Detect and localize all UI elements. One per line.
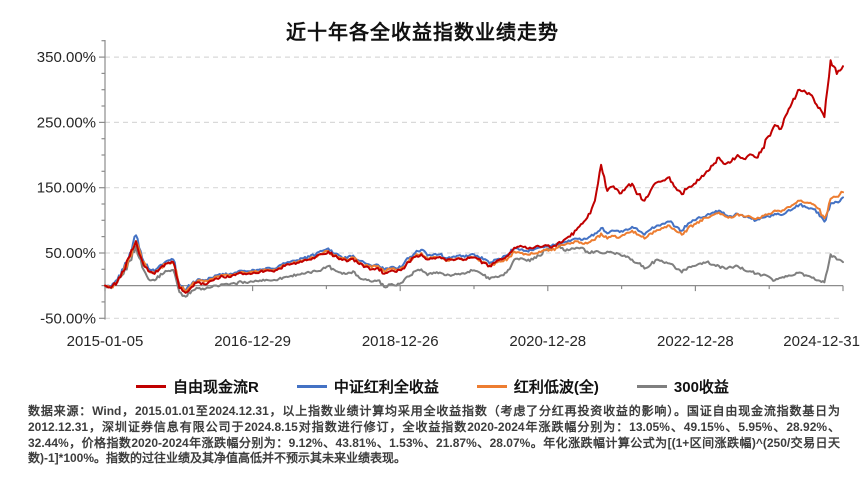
legend-label: 自由现金流R	[173, 379, 259, 396]
y-axis-tick-label: 50.00%	[45, 245, 96, 262]
x-axis-tick-label: 2015-01-05	[67, 333, 144, 350]
x-axis-tick-label: 2018-12-26	[362, 333, 439, 350]
x-axis-tick-label: 2022-12-28	[657, 333, 734, 350]
chart-legend: 自由现金流R 中证红利全收益 红利低波(全) 300收益	[0, 376, 865, 397]
legend-label: 中证红利全收益	[333, 379, 439, 396]
legend-item-free-cash-flow-r: 自由现金流R	[136, 376, 259, 397]
y-axis-tick-label: 150.00%	[37, 180, 96, 197]
series-line-dividend-low-volatility-total-return	[104, 190, 844, 293]
y-axis-tick-label: -50.00%	[40, 310, 96, 327]
x-axis-tick-label: 2016-12-29	[214, 333, 291, 350]
legend-label: 红利低波(全)	[513, 379, 599, 396]
y-axis-tick-label: 350.00%	[37, 49, 96, 66]
series-line-csi300-total-return	[104, 242, 844, 298]
x-axis-tick-label: 2024-12-31	[783, 333, 860, 350]
series-line-free-cash-flow-r	[104, 59, 844, 294]
legend-item-csi-dividend-total-return: 中证红利全收益	[296, 376, 439, 397]
y-axis-tick-label: 250.00%	[37, 114, 96, 131]
legend-line-swatch	[296, 385, 327, 388]
legend-item-dividend-low-volatility-total-return: 红利低波(全)	[476, 376, 599, 397]
chart-title: 近十年各全收益指数业绩走势	[286, 22, 559, 44]
legend-label: 300收益	[673, 379, 729, 396]
chart-footnote: 数据来源：Wind，2015.01.01至2024.12.31，以上指数业绩计算…	[28, 404, 840, 466]
legend-item-csi300-total-return: 300收益	[636, 376, 729, 397]
legend-line-swatch	[636, 385, 667, 388]
legend-line-swatch	[476, 385, 507, 388]
legend-line-swatch	[136, 385, 167, 388]
x-axis-tick-label: 2020-12-28	[509, 333, 586, 350]
